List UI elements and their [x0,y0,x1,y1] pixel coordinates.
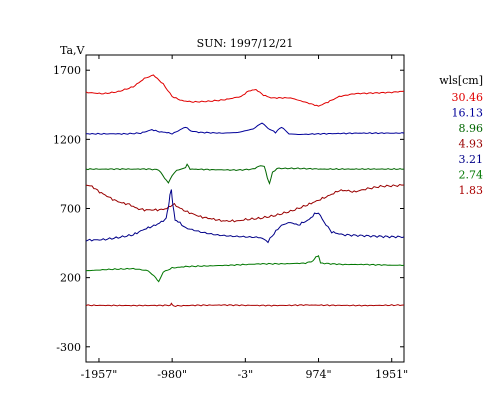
plot-frame [85,54,405,363]
x-axis-ticks: -1957" -980" -3" 974" 1951" [81,55,408,381]
series-line-3.21 [85,189,405,244]
chart-title: SUN: 1997/12/21 [197,37,294,50]
x-tick-label: -1957" [81,368,118,381]
legend-item: 4.93 [459,138,484,151]
legend-item: 8.96 [459,122,484,135]
series-line-1.83 [85,302,405,308]
legend-item: 2.74 [459,169,484,182]
y-axis-label: Ta,V [60,44,86,57]
series-lines [85,74,405,308]
y-tick-label: 200 [60,272,81,285]
y-tick-label: 1700 [53,64,81,77]
legend-title: wls[cm] [439,74,483,87]
legend: 30.46 16.13 8.96 4.93 3.21 2.74 1.83 [452,91,484,197]
series-line-4.93 [85,183,405,223]
x-tick-label: 1951" [375,368,408,381]
x-tick-label: -3" [237,368,253,381]
legend-item: 16.13 [452,107,484,120]
series-line-16.13 [86,122,405,136]
series-line-2.74 [85,255,405,283]
legend-item: 1.83 [459,184,484,197]
series-line-30.46 [85,74,405,107]
x-tick-label: 974" [305,368,331,381]
legend-item: 3.21 [459,153,484,166]
legend-item: 30.46 [452,91,484,104]
y-axis-ticks: 1700 1200 700 200 -300 [53,64,404,354]
y-tick-label: -300 [56,341,81,354]
series-line-8.96 [85,163,405,186]
y-tick-label: 1200 [53,133,81,146]
x-tick-label: -980" [157,368,187,381]
y-tick-label: 700 [60,203,81,216]
